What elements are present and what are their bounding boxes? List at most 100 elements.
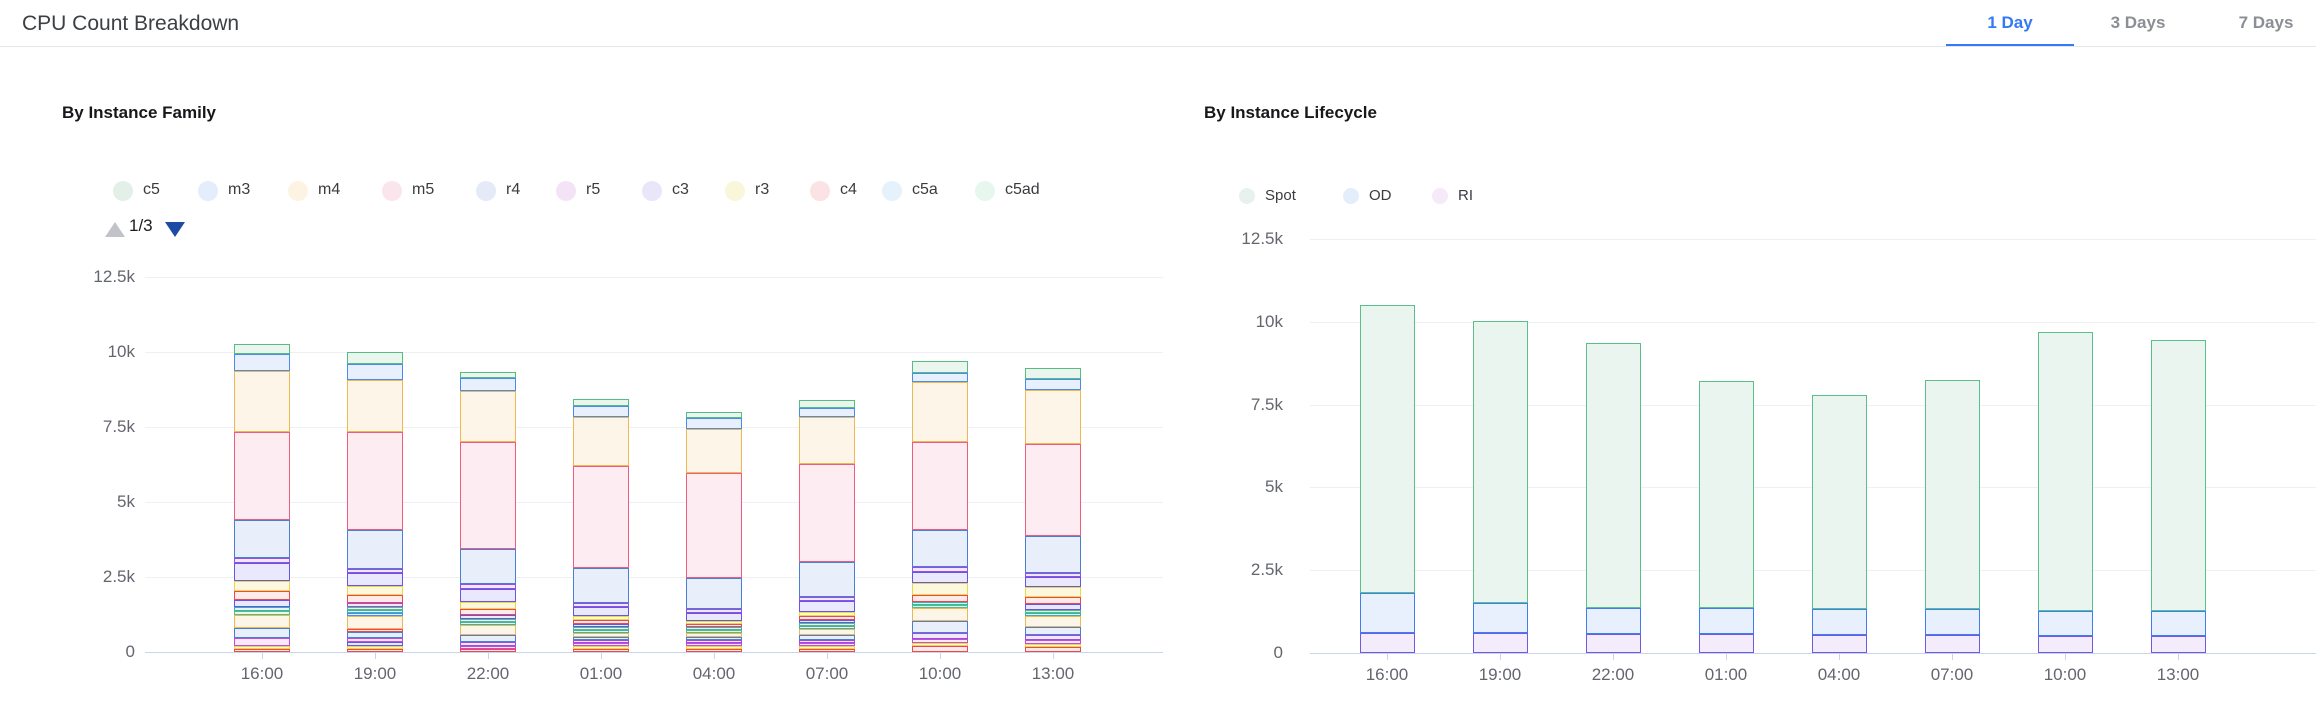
legend-item-r5[interactable]: r5 (586, 181, 601, 199)
bar-01:00[interactable] (573, 399, 629, 652)
bar-segment-amber (686, 633, 742, 637)
bar-segment-red (686, 624, 742, 627)
bar-19:00[interactable] (1473, 321, 1528, 653)
bar-segment-ri (1473, 633, 1528, 653)
y-axis-label: 12.5k (93, 267, 135, 286)
x-axis-label: 10:00 (918, 664, 962, 683)
m3-legend-dot-icon (198, 181, 218, 201)
bar-segment-pink (573, 466, 629, 568)
bar-07:00[interactable] (799, 400, 855, 652)
bar-22:00[interactable] (460, 372, 516, 652)
bar-segment-red (234, 649, 290, 652)
bar-segment-magenta (573, 643, 629, 646)
bar-segment-purple (912, 567, 968, 572)
bar-segment-green (686, 630, 742, 633)
bar-segment-purple (347, 569, 403, 573)
bar-10:00[interactable] (912, 361, 968, 652)
bar-segment-amber (460, 625, 516, 635)
legend-page-up-icon[interactable] (105, 222, 125, 237)
c3-legend-dot-icon (642, 181, 662, 201)
chart-title-by-instance-lifecycle: By Instance Lifecycle (1204, 103, 1377, 122)
legend-item-OD[interactable]: OD (1369, 186, 1392, 204)
bar-segment-purple (1025, 635, 1081, 640)
bar-segment-red (234, 591, 290, 600)
legend-item-c3[interactable]: c3 (672, 181, 689, 199)
bar-segment-spot (1360, 305, 1415, 593)
bar-segment-purple (460, 642, 516, 646)
bar-07:00[interactable] (1925, 380, 1980, 653)
bar-segment-spot (2151, 340, 2206, 611)
bar-segment-steel (573, 568, 629, 603)
tab-1-day[interactable]: 1 Day (1946, 0, 2074, 47)
bar-segment-red (799, 616, 855, 620)
bar-segment-amber (347, 616, 403, 629)
bar-segment-purple (573, 603, 629, 607)
bar-01:00[interactable] (1699, 381, 1754, 653)
bar-segment-blue (347, 364, 403, 380)
bar-segment-yellow (799, 646, 855, 649)
bar-segment-red (686, 649, 742, 652)
bar-segment-od (1812, 609, 1867, 635)
chart-title-by-instance-family: By Instance Family (62, 103, 217, 122)
bar-13:00[interactable] (2151, 340, 2206, 653)
legend-item-m3[interactable]: m3 (228, 181, 251, 199)
bar-19:00[interactable] (347, 352, 403, 652)
legend-page-down-icon[interactable] (165, 222, 185, 237)
bar-segment-purple (1025, 573, 1081, 577)
tab-3-days[interactable]: 3 Days (2110, 13, 2166, 32)
bar-segment-blue (234, 354, 290, 371)
legend-item-Spot[interactable]: Spot (1265, 186, 1296, 204)
bar-04:00[interactable] (1812, 395, 1867, 653)
bar-segment-yellow (1025, 644, 1081, 647)
bar-segment-red (573, 620, 629, 624)
x-tick-mark (1500, 653, 1501, 660)
bar-segment-green (1025, 368, 1081, 379)
x-tick-mark (1387, 653, 1388, 660)
bar-16:00[interactable] (234, 344, 290, 652)
bar-segment-steel (347, 632, 403, 638)
bar-04:00[interactable] (686, 412, 742, 652)
bar-segment-steel (799, 562, 855, 597)
bar-segment-teal (573, 630, 629, 633)
bar-segment-yellow (912, 583, 968, 595)
legend-item-c4[interactable]: c4 (840, 181, 857, 199)
bar-segment-pink (686, 473, 742, 578)
legend-item-c5a[interactable]: c5a (912, 181, 938, 199)
bar-segment-purple (799, 597, 855, 601)
bar-segment-magenta (347, 638, 403, 642)
bar-16:00[interactable] (1360, 305, 1415, 653)
legend-item-r4[interactable]: r4 (506, 181, 521, 199)
legend-item-m4[interactable]: m4 (318, 181, 341, 199)
bar-segment-blue (1025, 379, 1081, 390)
tab-7-days[interactable]: 7 Days (2238, 13, 2294, 32)
legend-item-r3[interactable]: r3 (755, 181, 770, 199)
bar-22:00[interactable] (1586, 343, 1641, 653)
legend-item-c5ad[interactable]: c5ad (1005, 181, 1040, 199)
c5-legend-dot-icon (113, 181, 133, 201)
legend-item-RI[interactable]: RI (1458, 186, 1473, 204)
page-title: CPU Count Breakdown (22, 12, 240, 35)
bar-segment-violet (799, 620, 855, 623)
bar-segment-blue (912, 373, 968, 382)
bar-segment-od (1925, 609, 1980, 635)
x-tick-mark (2065, 653, 2066, 660)
bar-segment-steel (1025, 536, 1081, 573)
bar-segment-steel (912, 530, 968, 567)
y-axis-label: 10k (107, 342, 135, 361)
bar-10:00[interactable] (2038, 332, 2093, 653)
bar-segment-magenta (460, 646, 516, 649)
x-axis-label: 07:00 (1930, 665, 1974, 684)
bar-segment-ri (1925, 635, 1980, 653)
c4-legend-dot-icon (810, 181, 830, 201)
bar-segment-purple (573, 640, 629, 643)
x-axis-label: 10:00 (2043, 665, 2087, 684)
bar-13:00[interactable] (1025, 368, 1081, 652)
y-axis-label: 0 (125, 642, 135, 661)
legend-item-m5[interactable]: m5 (412, 181, 435, 199)
gridline-12.5k (145, 277, 1163, 278)
legend-item-c5[interactable]: c5 (143, 181, 160, 199)
bar-segment-red (912, 646, 968, 652)
bar-segment-blue (573, 406, 629, 417)
bar-segment-green (912, 361, 968, 373)
bar-segment-purple (686, 609, 742, 613)
